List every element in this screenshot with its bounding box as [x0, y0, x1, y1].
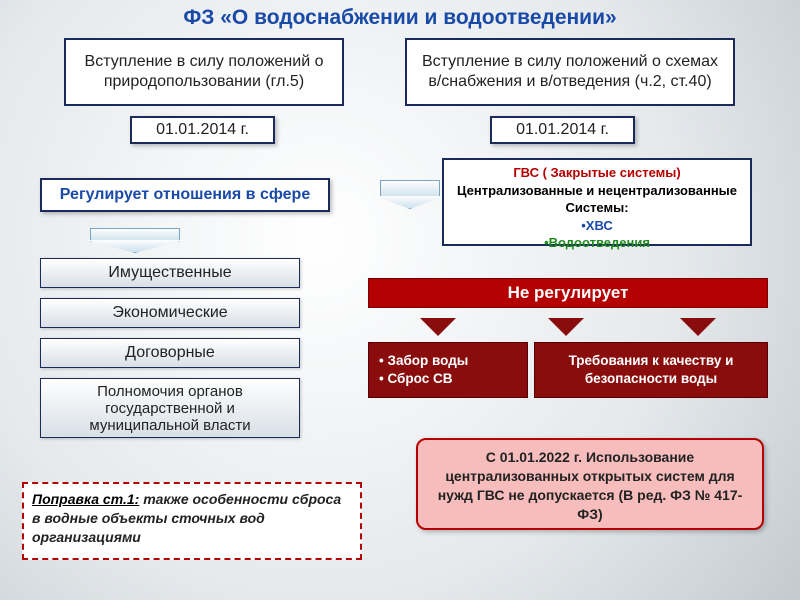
relation-4: Полномочия органов государственной и мун…: [40, 378, 300, 438]
services-line1: ГВС ( Закрытые системы): [450, 164, 744, 182]
topbox-right: Вступление в силу положений о схемах в/с…: [405, 38, 735, 106]
redblock-left-item-1: Забор воды: [379, 352, 468, 370]
redblock-right-text: Требования к качеству и безопасности вод…: [545, 352, 757, 388]
amendment-box: Поправка ст.1: также особенности сброса …: [22, 482, 362, 560]
date-left: 01.01.2014 г.: [130, 116, 275, 144]
relation-3: Договорные: [40, 338, 300, 368]
redblock-left: Забор воды Сброс СВ: [368, 342, 528, 398]
red-arrow-2: [548, 318, 584, 336]
relation-2: Экономические: [40, 298, 300, 328]
services-line4: •ХВС: [450, 217, 744, 235]
redblock-right: Требования к качеству и безопасности вод…: [534, 342, 768, 398]
arrow-down-left: [90, 228, 180, 242]
red-arrow-3: [680, 318, 716, 336]
date-right: 01.01.2014 г.: [490, 116, 635, 144]
services-line2: Централизованные и нецентрализованные: [450, 182, 744, 200]
services-line5: •Водоотведения: [450, 234, 744, 252]
redblock-left-item-2: Сброс СВ: [379, 370, 468, 388]
page-title: ФЗ «О водоснабжении и водоотведении»: [0, 0, 800, 30]
amendment-title: Поправка ст.1:: [32, 491, 139, 507]
pink-note: С 01.01.2022 г. Использование централизо…: [416, 438, 764, 530]
services-box: ГВС ( Закрытые системы) Централизованные…: [442, 158, 752, 246]
arrow-down-right: [380, 180, 440, 198]
topbox-left: Вступление в силу положений о природопол…: [64, 38, 344, 106]
redblock-left-list: Забор воды Сброс СВ: [379, 352, 468, 388]
services-line3: Системы:: [450, 199, 744, 217]
red-arrow-1: [420, 318, 456, 336]
not-regulates-band: Не регулирует: [368, 278, 768, 308]
regulates-box: Регулирует отношения в сфере: [40, 178, 330, 212]
pink-note-text: С 01.01.2022 г. Использование централизо…: [438, 449, 743, 522]
relation-1: Имущественные: [40, 258, 300, 288]
